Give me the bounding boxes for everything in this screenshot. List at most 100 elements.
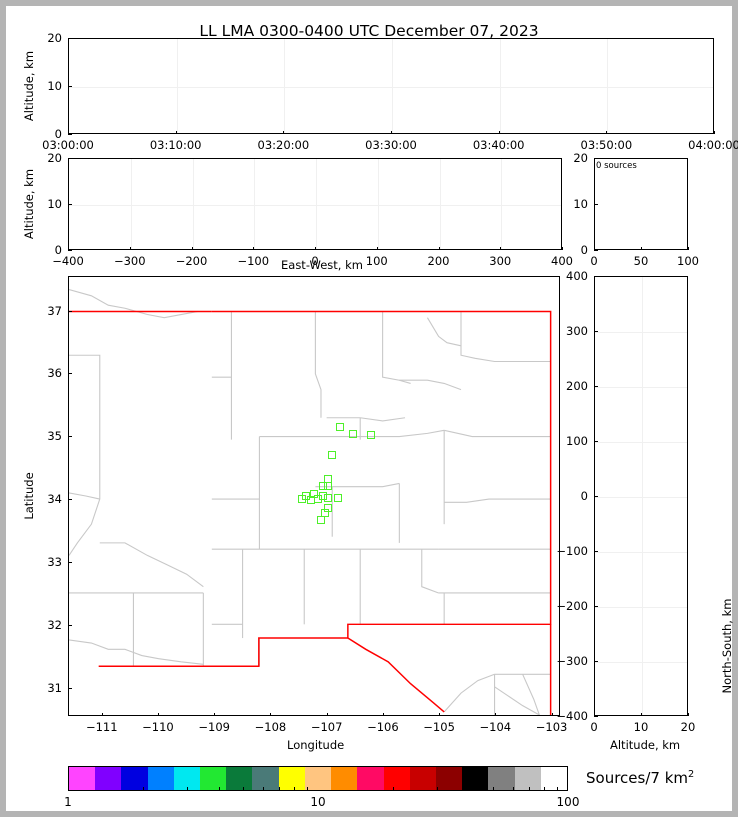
gridline-horizontal xyxy=(595,662,687,663)
colorbar-minor-tick xyxy=(143,787,145,791)
panel-map[interactable] xyxy=(68,276,560,716)
panel-altitude-eastwest-xtick xyxy=(129,246,131,250)
panel-northsouth-ytick xyxy=(594,386,598,387)
panel-northsouth-yticklabel: −300 xyxy=(556,654,588,668)
panel-altitude-time-ytick xyxy=(68,38,72,39)
panel-northsouth-xticklabel: 10 xyxy=(633,720,649,734)
county-border xyxy=(69,492,100,500)
gridline-vertical xyxy=(607,39,609,133)
panel-altitude-time-yticklabel: 0 xyxy=(54,127,62,141)
panel-northsouth-ytick xyxy=(594,496,598,497)
lightning-source-marker xyxy=(319,482,328,491)
colorbar-swatch xyxy=(147,767,174,790)
panel-altitude-histogram-ytick xyxy=(594,158,598,159)
panel-northsouth-xtick xyxy=(641,712,642,716)
panel-altitude-time-ytick xyxy=(68,86,72,87)
lightning-source-marker xyxy=(298,494,307,503)
panel-altitude-eastwest-ytick xyxy=(68,158,72,159)
panel-altitude-histogram-xtick xyxy=(641,246,642,250)
county-border xyxy=(69,354,101,556)
panel-map-xticklabel: −108 xyxy=(254,720,287,734)
colorbar-swatch xyxy=(173,767,201,790)
panel-northsouth-xtick xyxy=(594,712,595,716)
panel-northsouth-yticklabel: 0 xyxy=(580,489,588,503)
county-border xyxy=(69,639,204,665)
gridline-horizontal xyxy=(69,87,713,88)
gridline-horizontal xyxy=(69,205,561,206)
panel-altitude-eastwest-xtick xyxy=(68,246,69,250)
panel-northsouth-yticklabel: 100 xyxy=(566,434,588,448)
county-border xyxy=(382,311,411,384)
colorbar-swatch xyxy=(95,767,122,790)
colorbar-swatch xyxy=(357,767,384,790)
gridline-vertical xyxy=(176,39,178,133)
panel-map-xtick xyxy=(439,712,441,716)
colorbar[interactable] xyxy=(68,766,568,791)
colorbar-swatch xyxy=(278,767,305,790)
panel-altitude-time-xticklabel: 03:20:00 xyxy=(257,138,310,152)
panel-northsouth-ytick xyxy=(594,331,598,332)
lightning-source-marker xyxy=(348,430,357,439)
county-border xyxy=(99,542,204,588)
county-border xyxy=(314,311,322,418)
panel-altitude-histogram-ytick xyxy=(594,250,598,251)
panel-altitude-time-xtick xyxy=(714,130,715,134)
panel-altitude-time-xtick xyxy=(391,130,392,134)
panel-map-yticklabel: 35 xyxy=(47,429,62,444)
gridline-horizontal xyxy=(595,607,687,608)
panel-altitude-eastwest-xticklabel: −200 xyxy=(175,254,208,268)
panel-map-ytick xyxy=(68,687,72,689)
colorbar-swatch xyxy=(540,767,567,790)
panel-map-xtick xyxy=(551,712,553,716)
colorbar-swatch xyxy=(462,767,489,790)
panel-northsouth-ytick xyxy=(594,661,598,662)
panel-northsouth-altitude[interactable] xyxy=(594,276,688,716)
gridline-vertical xyxy=(192,159,194,249)
panel-altitude-time-xtick xyxy=(175,130,177,134)
panel-altitude-time-xtick xyxy=(68,130,69,134)
panel-northsouth-ytick xyxy=(594,276,598,277)
panel-map-yticklabel: 34 xyxy=(47,492,62,507)
panel-altitude-eastwest-xtick xyxy=(500,246,502,250)
county-border xyxy=(399,379,462,391)
panel-altitude-time-yticklabel: 10 xyxy=(47,79,62,93)
lightning-source-marker xyxy=(316,516,325,525)
county-border xyxy=(443,673,495,713)
panel-map-xtick xyxy=(382,712,384,716)
colorbar-minor-tick xyxy=(279,787,281,791)
panel-altitude-time-xticklabel: 03:40:00 xyxy=(472,138,525,152)
county-border xyxy=(460,311,551,363)
colorbar-minor-tick xyxy=(556,787,558,791)
panel-altitude-time[interactable] xyxy=(68,38,714,134)
gridline-vertical xyxy=(377,159,379,249)
panel-altitude-histogram-xticklabel: 50 xyxy=(633,254,649,268)
panel-altitude-time-xticklabel: 04:00:00 xyxy=(688,138,738,152)
county-border xyxy=(444,498,551,503)
panel-map-xticklabel: −107 xyxy=(310,720,343,734)
panel-northsouth-yticklabel: −200 xyxy=(556,599,588,613)
colorbar-ticklabel: 100 xyxy=(556,795,580,809)
county-border xyxy=(444,429,551,438)
panel-map-ytick xyxy=(68,562,72,563)
panel-northsouth-ytick xyxy=(594,716,598,717)
panel-map-xticklabel: −103 xyxy=(535,720,568,734)
colorbar-minor-tick xyxy=(218,787,220,791)
colorbar-minor-tick xyxy=(293,787,295,791)
panel-altitude-eastwest[interactable] xyxy=(68,158,562,250)
lightning-source-marker xyxy=(323,503,332,512)
panel-altitude-time-xticklabel: 03:00:00 xyxy=(42,138,94,152)
panel-altitude-histogram[interactable] xyxy=(594,158,688,250)
colorbar-swatch xyxy=(514,767,541,790)
panel-altitude-eastwest-xticklabel: 0 xyxy=(311,254,319,268)
gridline-vertical xyxy=(254,159,256,249)
panel-altitude-time-xtick xyxy=(283,130,285,134)
panel-altitude-histogram-yticklabel: 0 xyxy=(580,243,588,257)
gridline-vertical xyxy=(642,277,643,715)
panel-map-ytick xyxy=(68,310,72,312)
colorbar-minor-tick xyxy=(242,787,244,791)
panel-map-ytick xyxy=(68,373,72,375)
panel-map-yticklabel: 31 xyxy=(47,680,62,695)
lightning-source-marker xyxy=(323,482,332,491)
colorbar-swatch xyxy=(69,767,96,790)
panel-northsouth-xlabel: Altitude, km xyxy=(610,738,681,752)
